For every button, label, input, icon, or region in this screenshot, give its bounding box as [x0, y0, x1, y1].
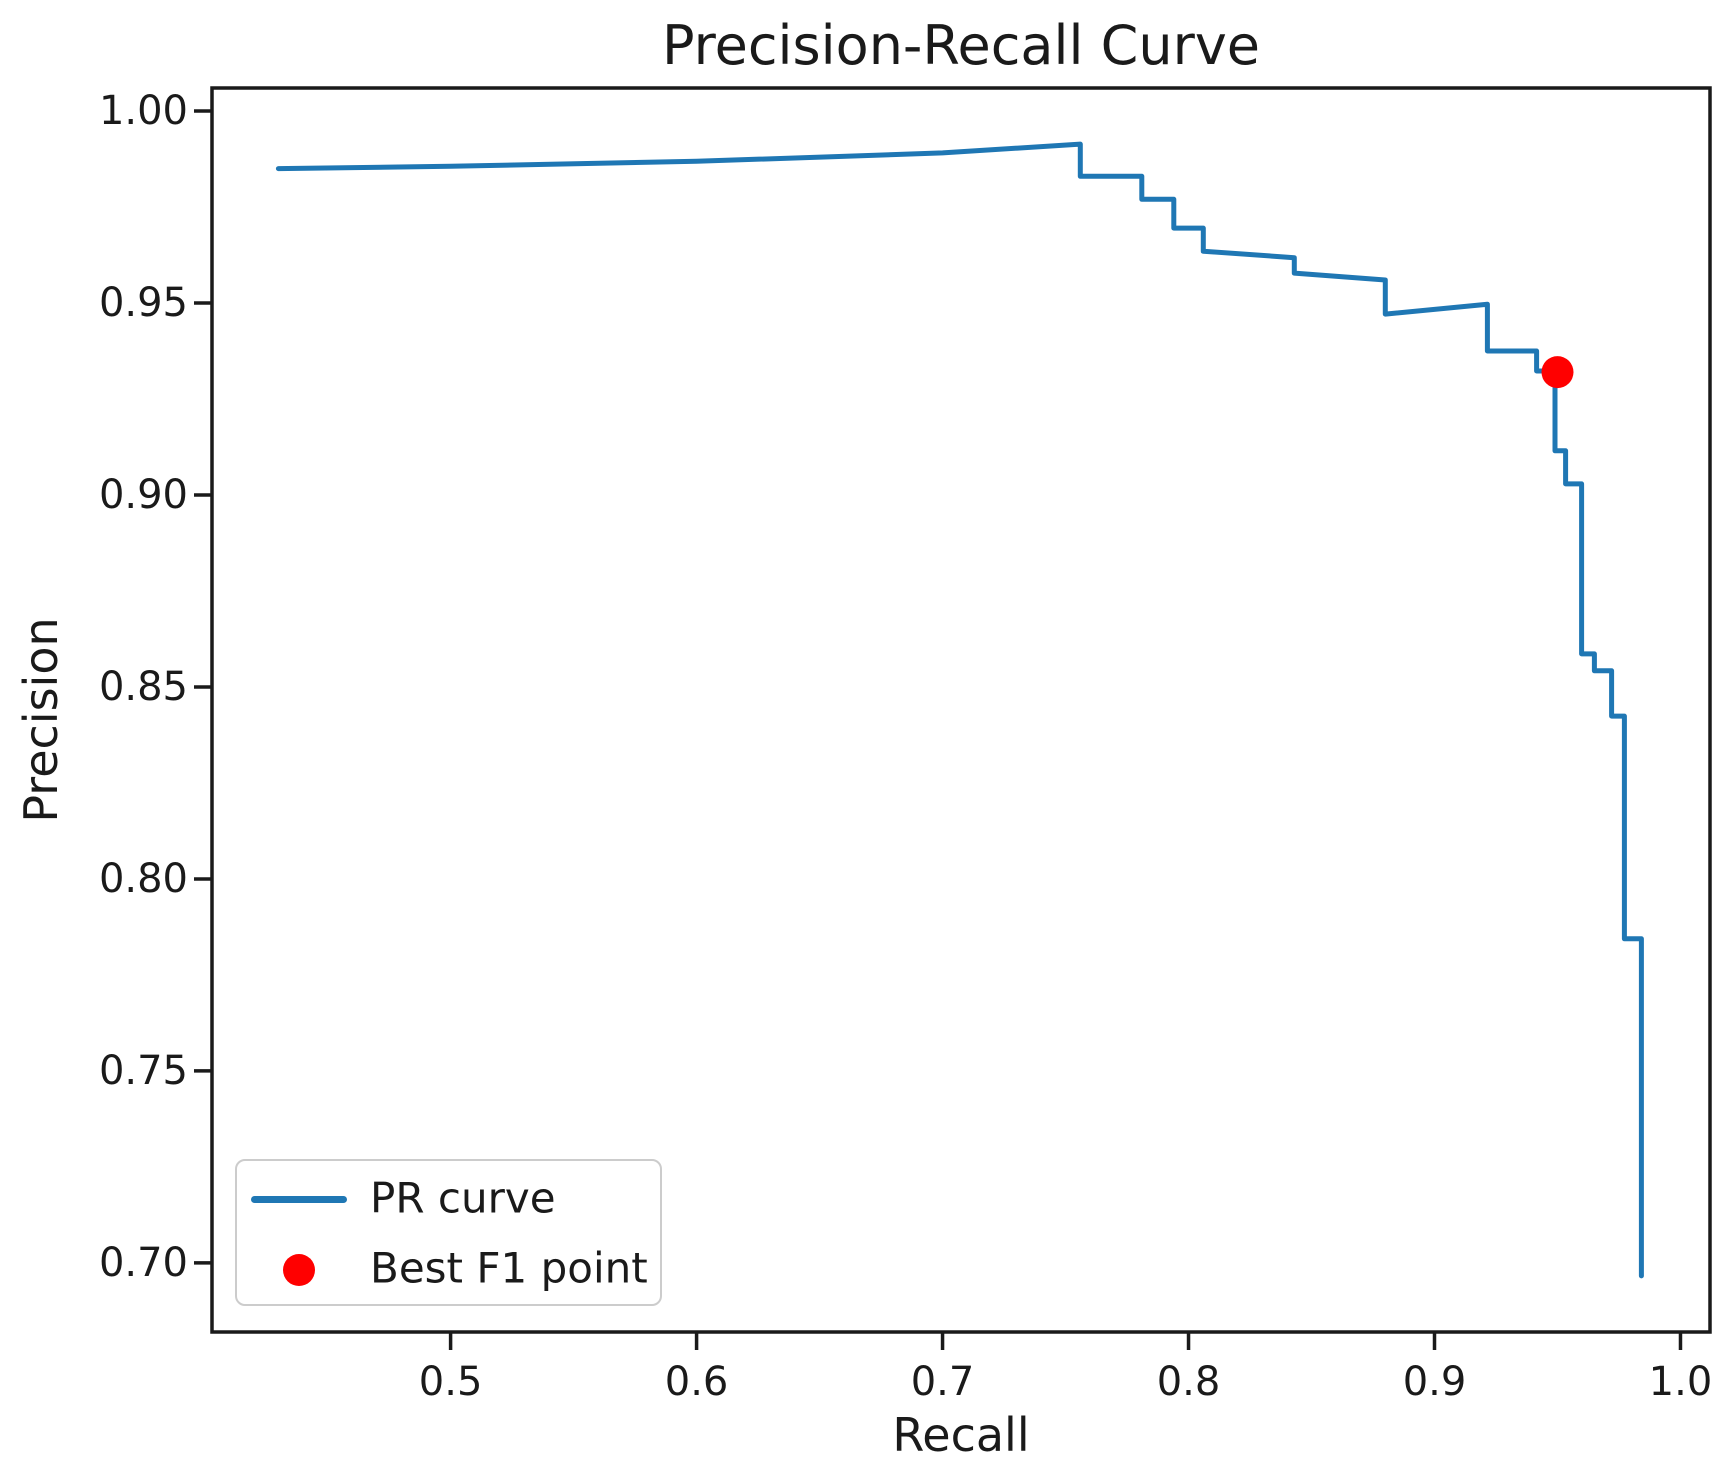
x-tick-label: 0.7 — [910, 1359, 975, 1405]
axes-frame — [210, 86, 1712, 1334]
y-tick-label: 0.85 — [98, 663, 188, 710]
axis-tick-marks — [194, 109, 1683, 1350]
y-tick-label: 0.80 — [98, 855, 188, 902]
chart-title: Precision-Recall Curve — [661, 14, 1260, 77]
x-tick-label: 0.5 — [418, 1359, 483, 1405]
legend-dot-swatch — [283, 1254, 315, 1286]
y-axis-label: Precision — [14, 617, 68, 823]
y-tick-label: 0.90 — [98, 471, 188, 518]
pr-curve-line — [275, 141, 1644, 1279]
x-tick-label: 0.6 — [664, 1359, 729, 1405]
y-tick-label: 1.00 — [98, 88, 188, 135]
x-tick-label: 0.9 — [1402, 1359, 1467, 1405]
legend-label: PR curve — [370, 1173, 556, 1223]
legend: PR curve Best F1 point — [235, 1159, 662, 1306]
y-tick-label: 0.75 — [98, 1047, 188, 1094]
legend-line-swatch — [251, 1196, 347, 1203]
legend-label: Best F1 point — [370, 1243, 648, 1293]
x-tick-label: 1.0 — [1648, 1359, 1713, 1405]
y-tick-label: 0.70 — [98, 1239, 188, 1286]
y-tick-label: 0.95 — [98, 280, 188, 326]
x-axis-label: Recall — [892, 1408, 1030, 1462]
x-tick-label: 0.8 — [1156, 1359, 1221, 1405]
best-f1-point-marker — [1541, 356, 1574, 389]
